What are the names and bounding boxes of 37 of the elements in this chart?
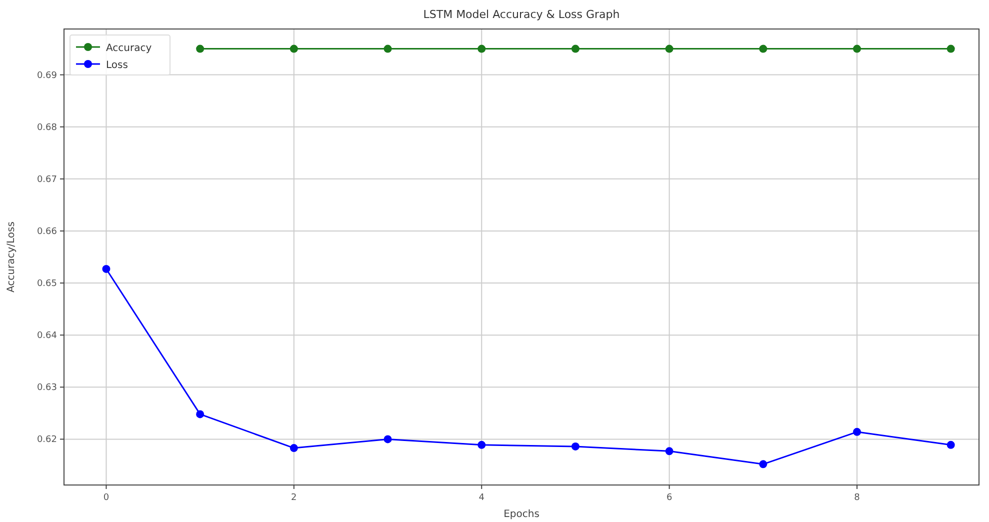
point xyxy=(290,44,298,53)
point xyxy=(946,44,955,53)
point xyxy=(853,44,861,53)
y-tick-label: 0.68 xyxy=(36,122,58,133)
chart-title: LSTM Model Accuracy & Loss Graph xyxy=(423,8,620,21)
y-axis-title: Accuracy/Loss xyxy=(6,222,17,292)
x-tick-label: 4 xyxy=(478,493,485,503)
x-axis-title: Epochs xyxy=(504,509,540,520)
x-tick-label: 6 xyxy=(666,493,672,503)
x-tick-label: 0 xyxy=(103,493,110,503)
legend-label: Accuracy xyxy=(106,43,152,54)
point xyxy=(759,460,768,468)
x-tick-label: 2 xyxy=(291,493,297,503)
point xyxy=(665,44,674,53)
point xyxy=(571,44,580,53)
point xyxy=(290,444,298,452)
point xyxy=(478,440,486,449)
x-tick-label: 8 xyxy=(854,493,860,503)
y-tick-label: 0.66 xyxy=(36,226,58,237)
point xyxy=(759,44,768,53)
point xyxy=(571,442,580,450)
point xyxy=(853,428,861,436)
y-tick-label: 0.63 xyxy=(36,383,57,394)
point xyxy=(196,44,204,53)
y-tick-label: 0.65 xyxy=(36,279,57,290)
y-tick-label: 0.64 xyxy=(36,331,58,342)
point xyxy=(196,410,204,418)
point xyxy=(384,435,392,444)
point xyxy=(478,44,486,53)
legend-label: Loss xyxy=(106,60,128,71)
point xyxy=(384,44,392,53)
y-tick-label: 0.62 xyxy=(36,435,57,446)
y-tick-label: 0.67 xyxy=(36,174,57,185)
point xyxy=(665,447,674,456)
y-tick-label: 0.69 xyxy=(36,70,58,81)
point xyxy=(102,264,110,273)
point xyxy=(946,440,955,449)
